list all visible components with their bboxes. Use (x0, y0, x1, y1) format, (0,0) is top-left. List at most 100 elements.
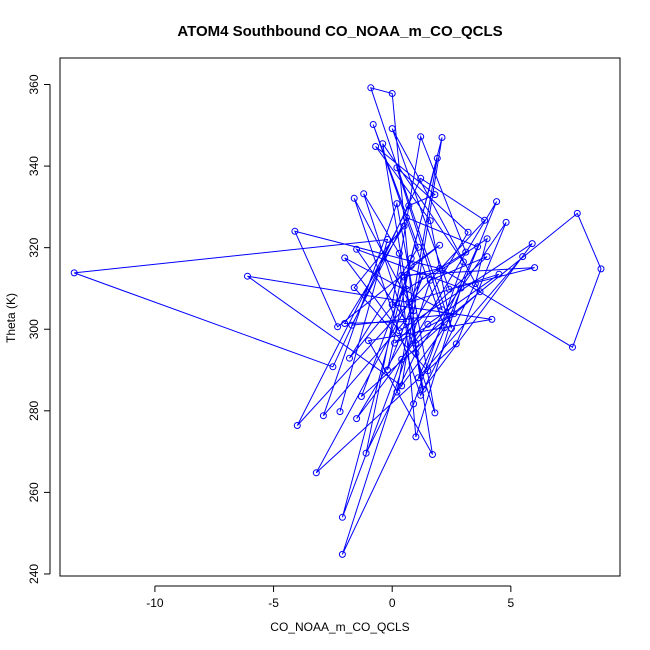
data-point (405, 298, 413, 306)
x-tick-label: -10 (146, 596, 164, 610)
data-point (464, 228, 472, 236)
data-point (244, 272, 251, 280)
data-point (502, 218, 510, 226)
data-point (436, 241, 444, 249)
data-point (493, 198, 501, 206)
y-axis-label: Theta (K) (4, 293, 18, 343)
data-point (398, 355, 406, 363)
data-point (341, 254, 349, 262)
data-point (419, 385, 427, 393)
data-point (384, 366, 391, 374)
data-point (448, 324, 455, 332)
data-point (519, 253, 527, 261)
data-point (483, 235, 491, 243)
data-point (405, 202, 413, 210)
data-point (393, 164, 401, 172)
data-point (367, 84, 375, 92)
data-point (424, 367, 432, 375)
data-point (338, 513, 346, 521)
data-point (407, 254, 415, 262)
data-point (424, 320, 432, 328)
y-tick-label: 340 (27, 156, 41, 176)
data-point (410, 400, 418, 408)
data-point (393, 200, 401, 208)
data-point (338, 550, 346, 558)
data-point (365, 337, 372, 345)
data-point (393, 388, 401, 396)
y-tick-label: 320 (27, 237, 41, 257)
data-point (319, 412, 327, 420)
data-point (357, 393, 365, 400)
data-point (70, 269, 78, 277)
data-point (445, 285, 453, 293)
y-tick-label: 360 (27, 74, 41, 94)
data-point (341, 320, 349, 327)
data-point (426, 276, 434, 284)
data-point (412, 340, 420, 347)
y-tick-label: 260 (27, 482, 41, 502)
data-point (414, 374, 422, 382)
data-point (391, 339, 399, 347)
x-axis-label: CO_NOAA_m_CO_QCLS (270, 620, 409, 634)
data-point (362, 449, 370, 457)
data-point (334, 323, 342, 331)
data-point (384, 236, 391, 243)
data-point (372, 143, 380, 150)
data-point (353, 415, 361, 423)
data-point (293, 422, 301, 429)
data-point (412, 349, 420, 357)
data-point (419, 272, 427, 280)
data-point (388, 301, 396, 309)
data-point (476, 288, 484, 296)
data-point (481, 216, 489, 224)
data-point (348, 321, 356, 329)
data-point (398, 271, 406, 279)
x-axis: -10 -5 0 5 (146, 585, 515, 610)
x-tick-label: -5 (268, 596, 279, 610)
data-point (426, 217, 434, 225)
y-tick-label: 300 (27, 319, 41, 339)
data-point (495, 270, 503, 278)
data-point (462, 248, 470, 256)
y-axis: 240 260 280 300 320 340 360 (27, 74, 51, 584)
data-point (312, 469, 320, 477)
data-point (400, 222, 408, 230)
data-point (471, 280, 479, 288)
data-point (350, 284, 358, 292)
data-point (452, 340, 460, 348)
data-point (417, 391, 425, 399)
data-point (414, 243, 422, 251)
data-point (395, 327, 403, 335)
data-point (431, 191, 439, 199)
series-line (74, 87, 602, 555)
data-point (407, 262, 415, 270)
data-point (528, 240, 536, 248)
data-point (379, 140, 387, 148)
data-point (457, 284, 465, 292)
y-tick-label: 280 (27, 400, 41, 420)
data-point (438, 306, 446, 314)
data-point (459, 258, 467, 266)
data-point (402, 214, 410, 221)
data-point (395, 249, 403, 257)
data-point (531, 264, 539, 272)
data-point (346, 354, 353, 362)
data-point (360, 190, 368, 198)
data-series (70, 84, 605, 558)
plot-area (59, 57, 621, 577)
data-point (429, 451, 436, 458)
x-tick-label: 5 (508, 596, 515, 610)
data-point (410, 307, 418, 315)
data-point (483, 253, 491, 261)
data-point (350, 194, 358, 202)
data-point (353, 245, 361, 253)
data-point (573, 209, 581, 217)
data-point (569, 343, 576, 351)
data-point (474, 243, 482, 251)
data-point (291, 227, 299, 235)
data-point (433, 154, 441, 162)
chart-title: ATOM4 Southbound CO_NOAA_m_CO_QCLS (177, 23, 502, 40)
data-point (488, 315, 496, 323)
data-point (431, 409, 439, 417)
